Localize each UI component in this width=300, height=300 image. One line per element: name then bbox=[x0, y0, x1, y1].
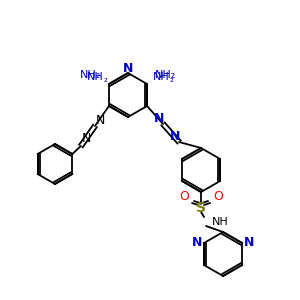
Text: N: N bbox=[192, 236, 202, 250]
Text: S: S bbox=[196, 201, 206, 215]
Text: NH: NH bbox=[87, 72, 103, 82]
Text: N: N bbox=[170, 130, 180, 142]
Text: N: N bbox=[123, 61, 133, 74]
Text: NH: NH bbox=[153, 72, 169, 82]
Text: N: N bbox=[154, 112, 164, 125]
Text: N: N bbox=[244, 236, 254, 250]
Text: ₂: ₂ bbox=[170, 74, 174, 84]
Text: N: N bbox=[81, 133, 91, 146]
Text: NH₂: NH₂ bbox=[155, 70, 176, 80]
Text: ₂: ₂ bbox=[104, 74, 108, 84]
Text: NH₂: NH₂ bbox=[80, 70, 101, 80]
Text: O: O bbox=[213, 190, 223, 203]
Text: NH: NH bbox=[212, 217, 229, 227]
Text: O: O bbox=[179, 190, 189, 203]
Text: N: N bbox=[95, 115, 105, 128]
